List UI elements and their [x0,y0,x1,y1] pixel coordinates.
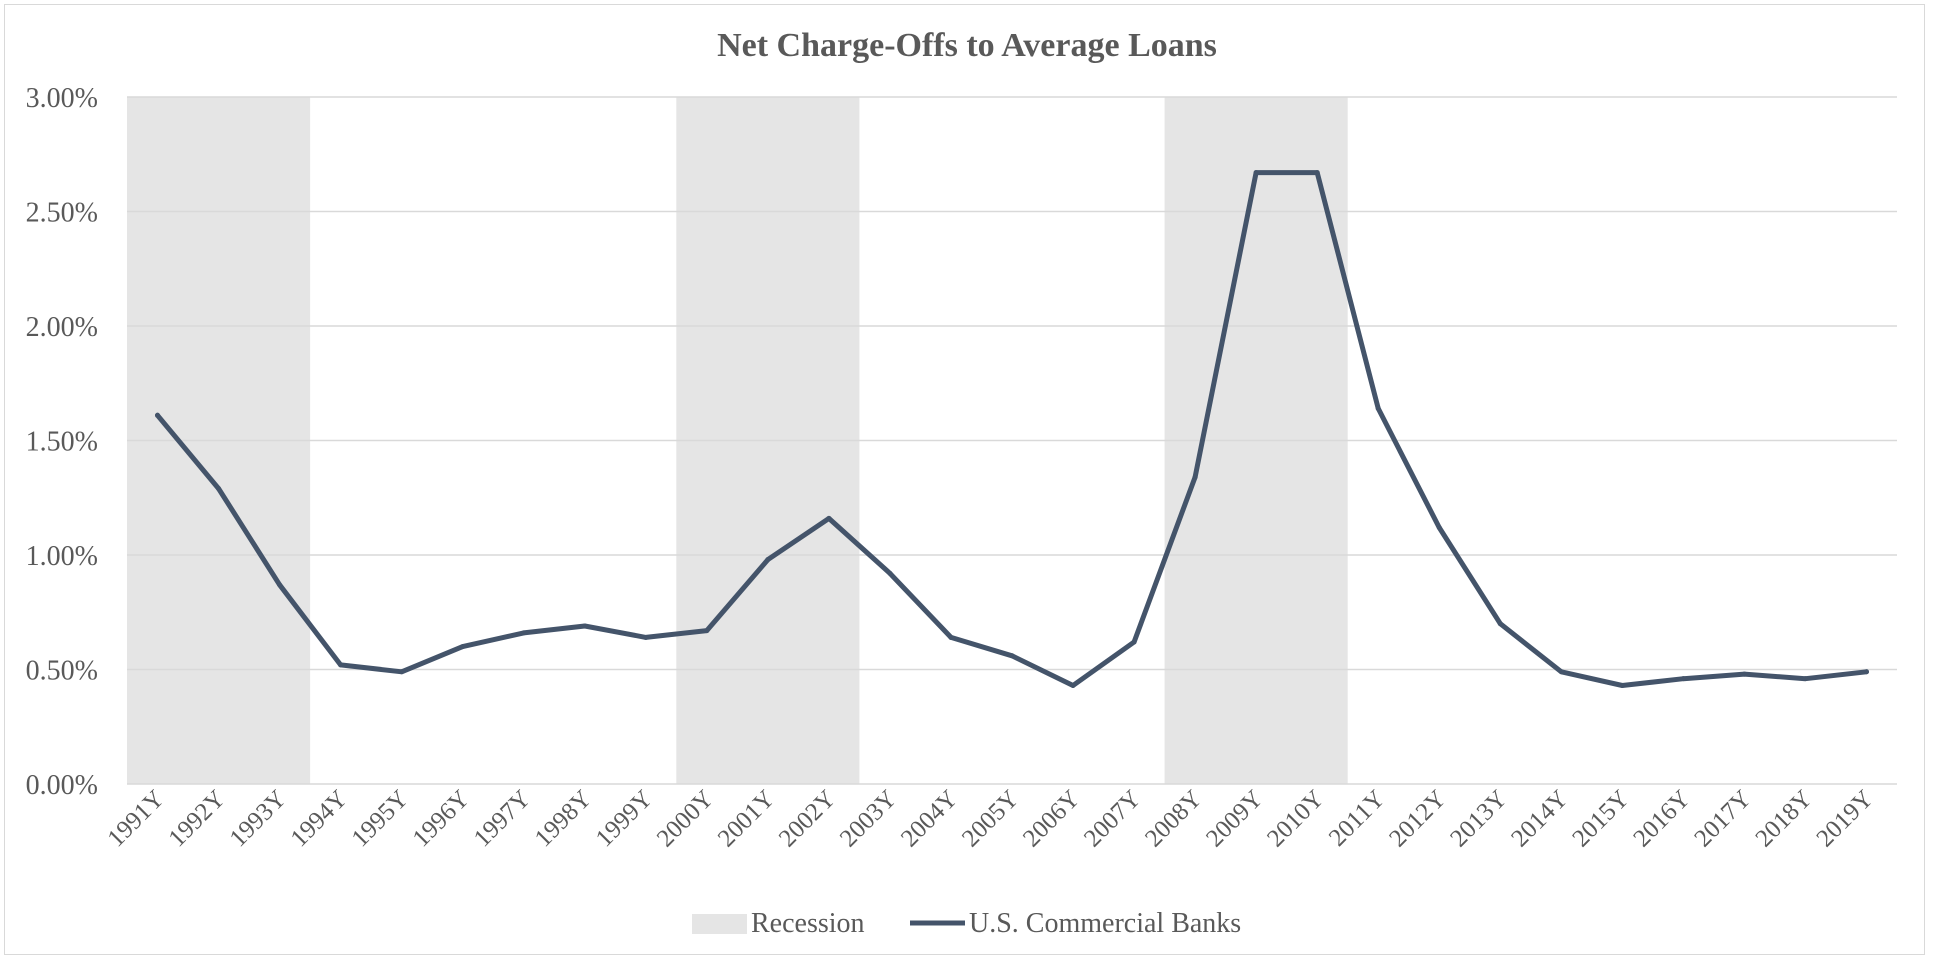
x-tick-label: 1997Y [469,785,536,852]
x-tick-label: 2008Y [1140,785,1207,852]
x-tick-label: 2004Y [896,785,963,852]
x-tick-label: 2018Y [1750,785,1817,852]
x-tick-label: 2016Y [1628,785,1695,852]
x-tick-label: 2003Y [835,785,902,852]
y-tick-label: 2.00% [26,312,98,343]
data-point [155,412,161,418]
x-tick-label: 2002Y [774,785,841,852]
x-tick-label: 2015Y [1567,785,1634,852]
data-point [1192,474,1198,480]
x-tick-label: 1995Y [347,785,414,852]
x-tick-label: 2014Y [1506,785,1573,852]
data-point [399,669,405,675]
data-point [460,644,466,650]
x-tick-label: 1996Y [408,785,475,852]
data-point [1253,170,1259,176]
x-tick-label: 2013Y [1445,785,1512,852]
data-point [948,634,954,640]
data-point [887,570,893,576]
x-tick-label: 2012Y [1384,785,1451,852]
data-point [1802,676,1808,682]
x-tick-label: 2006Y [1018,785,1085,852]
y-tick-label: 3.00% [26,83,98,114]
legend-recession-label: Recession [751,908,865,939]
x-tick-label: 2011Y [1324,785,1391,852]
x-tick-label: 2000Y [652,785,719,852]
data-point [1741,671,1747,677]
x-tick-label: 1998Y [530,785,597,852]
legend: Recession U.S. Commercial Banks [692,908,1241,939]
data-point [1375,405,1381,411]
data-point [1436,525,1442,531]
legend-series-label: U.S. Commercial Banks [969,908,1241,939]
data-point [765,557,771,563]
series-lines [155,170,1869,689]
data-point [826,515,832,521]
data-point [582,623,588,629]
x-axis-ticks: 1991Y1992Y1993Y1994Y1995Y1996Y1997Y1998Y… [103,785,1879,852]
x-tick-label: 1991Y [103,785,170,852]
gridlines [127,96,1897,785]
data-point [1497,621,1503,627]
data-point [704,628,710,634]
data-point [1863,669,1869,675]
y-tick-label: 1.50% [26,427,98,458]
series-line-1 [155,170,1869,688]
x-tick-label: 2017Y [1689,785,1756,852]
x-tick-label: 1999Y [591,785,658,852]
x-tick-label: 2005Y [957,785,1024,852]
x-tick-label: 1994Y [286,785,353,852]
chart-frame [4,4,1925,955]
chart-title: Net Charge-Offs to Average Loans [717,27,1217,64]
y-tick-label: 1.00% [26,541,98,572]
data-point [1619,683,1625,689]
y-tick-label: 0.00% [26,770,98,801]
x-tick-label: 2007Y [1079,785,1146,852]
data-point [1131,639,1137,645]
data-point [338,662,344,668]
x-tick-label: 2009Y [1201,785,1268,852]
x-tick-label: 2010Y [1262,785,1329,852]
x-tick-label: 1993Y [225,785,292,852]
data-point [643,634,649,640]
x-tick-label: 2001Y [713,785,780,852]
data-point [1680,676,1686,682]
data-point [216,486,222,492]
data-point [277,582,283,588]
data-point [1314,170,1320,176]
y-tick-label: 2.50% [26,198,98,229]
y-tick-label: 0.50% [26,656,98,687]
data-point [1070,683,1076,689]
data-point [521,630,527,636]
data-point [1009,653,1015,659]
legend-recession-swatch [692,914,747,934]
data-point [1558,669,1564,675]
x-tick-label: 2019Y [1812,785,1879,852]
x-tick-label: 1992Y [164,785,231,852]
y-axis-ticks: 0.00% 0.50% 1.00% 1.50% 2.00% 2.50% 3.00% [26,83,98,801]
